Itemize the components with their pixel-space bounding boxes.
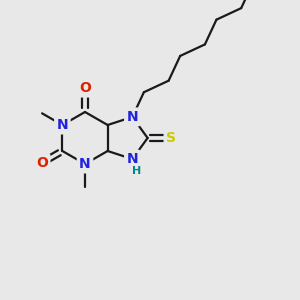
Text: H: H: [132, 166, 141, 176]
Text: N: N: [127, 110, 138, 124]
Text: O: O: [36, 156, 48, 170]
Text: N: N: [79, 157, 91, 171]
Text: N: N: [57, 118, 68, 132]
Text: O: O: [79, 81, 91, 95]
Text: N: N: [127, 152, 138, 166]
Text: S: S: [166, 131, 176, 145]
